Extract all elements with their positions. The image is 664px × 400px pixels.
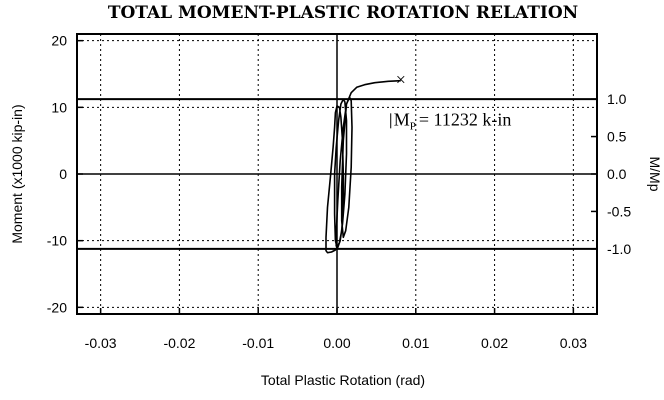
y-tick-label: -10 — [47, 233, 67, 249]
x-tick-labels: -0.03 -0.02 -0.01 0.00 0.01 0.02 0.03 — [85, 308, 587, 351]
y2-tick-label: 0.5 — [607, 129, 627, 145]
x-tick-label: 0.02 — [481, 335, 508, 351]
y2-tick-label: 0.0 — [607, 166, 627, 182]
y2-tick-label: 1.0 — [607, 91, 627, 107]
x-tick-label: -0.01 — [242, 335, 274, 351]
x-tick-label: 0.01 — [402, 335, 429, 351]
x-tick-label: 0.00 — [323, 335, 350, 351]
plastic-moment-lines — [77, 98, 597, 250]
chart-title: TOTAL MOMENT-PLASTIC ROTATION RELATION — [108, 3, 578, 23]
end-marker: × — [396, 70, 406, 90]
y2-axis-label: M/Mp — [647, 157, 663, 192]
x-axis-label: Total Plastic Rotation (rad) — [261, 372, 425, 388]
y2-tick-label: -0.5 — [607, 203, 631, 219]
y-tick-label: 10 — [51, 99, 67, 115]
mp-annotation-subscript: P — [410, 120, 416, 132]
mp-annotation-symbol: M — [394, 109, 410, 129]
x-tick-label: -0.02 — [163, 335, 195, 351]
y-tick-label: -20 — [47, 299, 67, 315]
x-tick-label: 0.03 — [560, 335, 587, 351]
y2-tick-labels: 1.0 0.5 0.0 -0.5 -1.0 — [591, 91, 631, 257]
y-tick-label: 0 — [59, 166, 67, 182]
zero-axes — [77, 34, 597, 314]
x-tick-label: -0.03 — [85, 335, 117, 351]
hysteresis-curve — [325, 79, 401, 254]
y-axis-label: Moment (x1000 kip-in) — [9, 104, 25, 243]
mp-annotation: MP = 11232 k-in — [394, 109, 512, 132]
annotation-layer: × MP = 11232 k-in — [390, 70, 512, 132]
series-layer — [325, 79, 401, 254]
y-tick-label: 20 — [51, 33, 67, 49]
mp-annotation-value: = 11232 k-in — [419, 109, 511, 129]
y2-tick-label: -1.0 — [607, 241, 631, 257]
y-tick-labels: 20 10 0 -10 -20 — [47, 33, 83, 315]
